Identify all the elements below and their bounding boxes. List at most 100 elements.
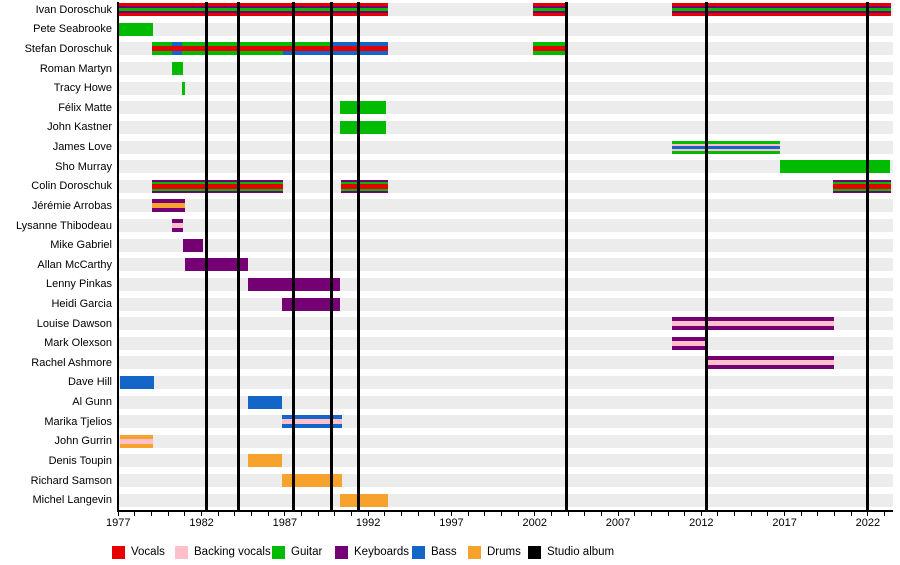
tenure-bar [119, 3, 389, 17]
role-stripe-vocals [283, 46, 334, 52]
role-stripe-keyboards [672, 336, 707, 341]
member-name-label: Colin Doroschuk [31, 180, 112, 193]
member-row-background [119, 179, 893, 193]
member-row-background [119, 258, 893, 272]
role-stripe-backing_vocals [706, 360, 834, 366]
axis-tick [500, 512, 502, 516]
axis-tick [850, 512, 852, 516]
tenure-bar [706, 356, 834, 370]
axis-tick [667, 512, 669, 516]
tenure-bar [283, 42, 334, 56]
role-stripe-backing_vocals [171, 223, 184, 229]
role-stripe-keyboards [832, 190, 892, 193]
role-stripe-guitar [832, 188, 892, 191]
role-stripe-keyboards [706, 365, 834, 370]
tenure-bar [171, 219, 184, 233]
tenure-bar [533, 42, 567, 56]
role-stripe-bass [281, 415, 342, 420]
tenure-bar [151, 199, 185, 213]
member-name-label: Rachel Ashmore [31, 356, 112, 369]
role-stripe-keyboards [672, 345, 707, 350]
role-stripe-backing_vocals [672, 340, 707, 346]
tenure-bar [183, 238, 204, 252]
role-stripe-bass [119, 375, 155, 389]
axis-tick [717, 512, 719, 516]
axis-year-label: 1977 [106, 517, 131, 529]
axis-tick [517, 512, 519, 516]
axis-tick [434, 512, 436, 516]
role-stripe-guitar [533, 42, 567, 47]
role-stripe-keyboards [119, 6, 389, 9]
axis-tick [301, 512, 303, 516]
role-stripe-vocals [533, 46, 567, 52]
role-stripe-vocals [333, 46, 389, 52]
legend-swatch-keyboards [335, 545, 348, 559]
tenure-bar [672, 336, 707, 350]
axis-tick [234, 512, 236, 516]
axis-year-label: 1982 [189, 517, 214, 529]
axis-tick [351, 512, 352, 516]
legend-item-backing_vocals: Backing vocals [175, 545, 271, 559]
axis-tick [784, 512, 786, 516]
tenure-bar [182, 42, 284, 56]
role-stripe-vocals [171, 46, 183, 52]
tenure-bar [339, 493, 389, 507]
role-stripe-drums [248, 454, 283, 468]
axis-tick [267, 512, 269, 516]
axis-year-label: 1997 [439, 517, 464, 529]
role-stripe-guitar [533, 8, 567, 12]
studio-album-line [291, 2, 295, 510]
axis-tick [201, 512, 203, 516]
member-name-label: Stefan Doroschuk [24, 42, 112, 55]
role-stripe-backing_vocals [281, 419, 342, 425]
member-name-label: Ivan Doroschuk [35, 3, 112, 16]
tenure-bar [832, 179, 892, 193]
tenure-bar [171, 42, 183, 56]
axis-tick [134, 512, 136, 516]
legend-item-keyboards: Keyboards [335, 545, 409, 559]
role-stripe-drums [281, 474, 342, 488]
role-stripe-keyboards [184, 258, 249, 272]
role-stripe-guitar [182, 42, 284, 47]
tenure-bar [333, 42, 389, 56]
role-stripe-keyboards [706, 356, 834, 361]
role-stripe-vocals [119, 3, 389, 7]
member-name-label: Tracy Howe [53, 82, 112, 95]
role-stripe-drums [339, 493, 389, 507]
role-stripe-bass [248, 395, 282, 409]
axis-tick [834, 512, 836, 516]
role-stripe-keyboards [340, 179, 389, 182]
role-stripe-backing_vocals [672, 321, 834, 327]
axis-tick [800, 512, 802, 516]
member-name-label: Pete Seabrooke [33, 23, 112, 36]
role-stripe-bass [171, 42, 183, 47]
tenure-bar [119, 434, 154, 448]
axis-tick [284, 512, 286, 516]
member-row-background [119, 493, 893, 507]
legend-item-bass: Bass [412, 545, 457, 559]
role-stripe-keyboards [672, 317, 834, 322]
member-row-background [119, 434, 893, 448]
role-stripe-keyboards [281, 297, 340, 311]
member-row-background [119, 375, 893, 389]
role-stripe-guitar [672, 140, 780, 144]
axis-tick [817, 512, 819, 516]
axis-year-label: 2017 [772, 517, 797, 529]
tenure-bar [672, 3, 892, 17]
role-stripe-drums [151, 203, 185, 209]
member-row-background [119, 199, 893, 213]
role-stripe-keyboards [533, 11, 567, 14]
role-stripe-guitar [119, 22, 154, 36]
member-name-label: Sho Murray [55, 160, 112, 173]
axis-year-label: 2012 [689, 517, 714, 529]
axis-tick [550, 512, 552, 516]
member-name-label: Michel Langevin [32, 494, 113, 507]
role-stripe-guitar [672, 150, 780, 154]
tenure-bar [340, 179, 389, 193]
axis-tick [700, 512, 702, 516]
role-stripe-vocals [533, 3, 567, 7]
role-stripe-vocals [151, 46, 172, 52]
role-stripe-vocals [119, 13, 389, 17]
member-name-label: Mark Olexson [44, 337, 112, 350]
role-stripe-bass [672, 145, 780, 149]
